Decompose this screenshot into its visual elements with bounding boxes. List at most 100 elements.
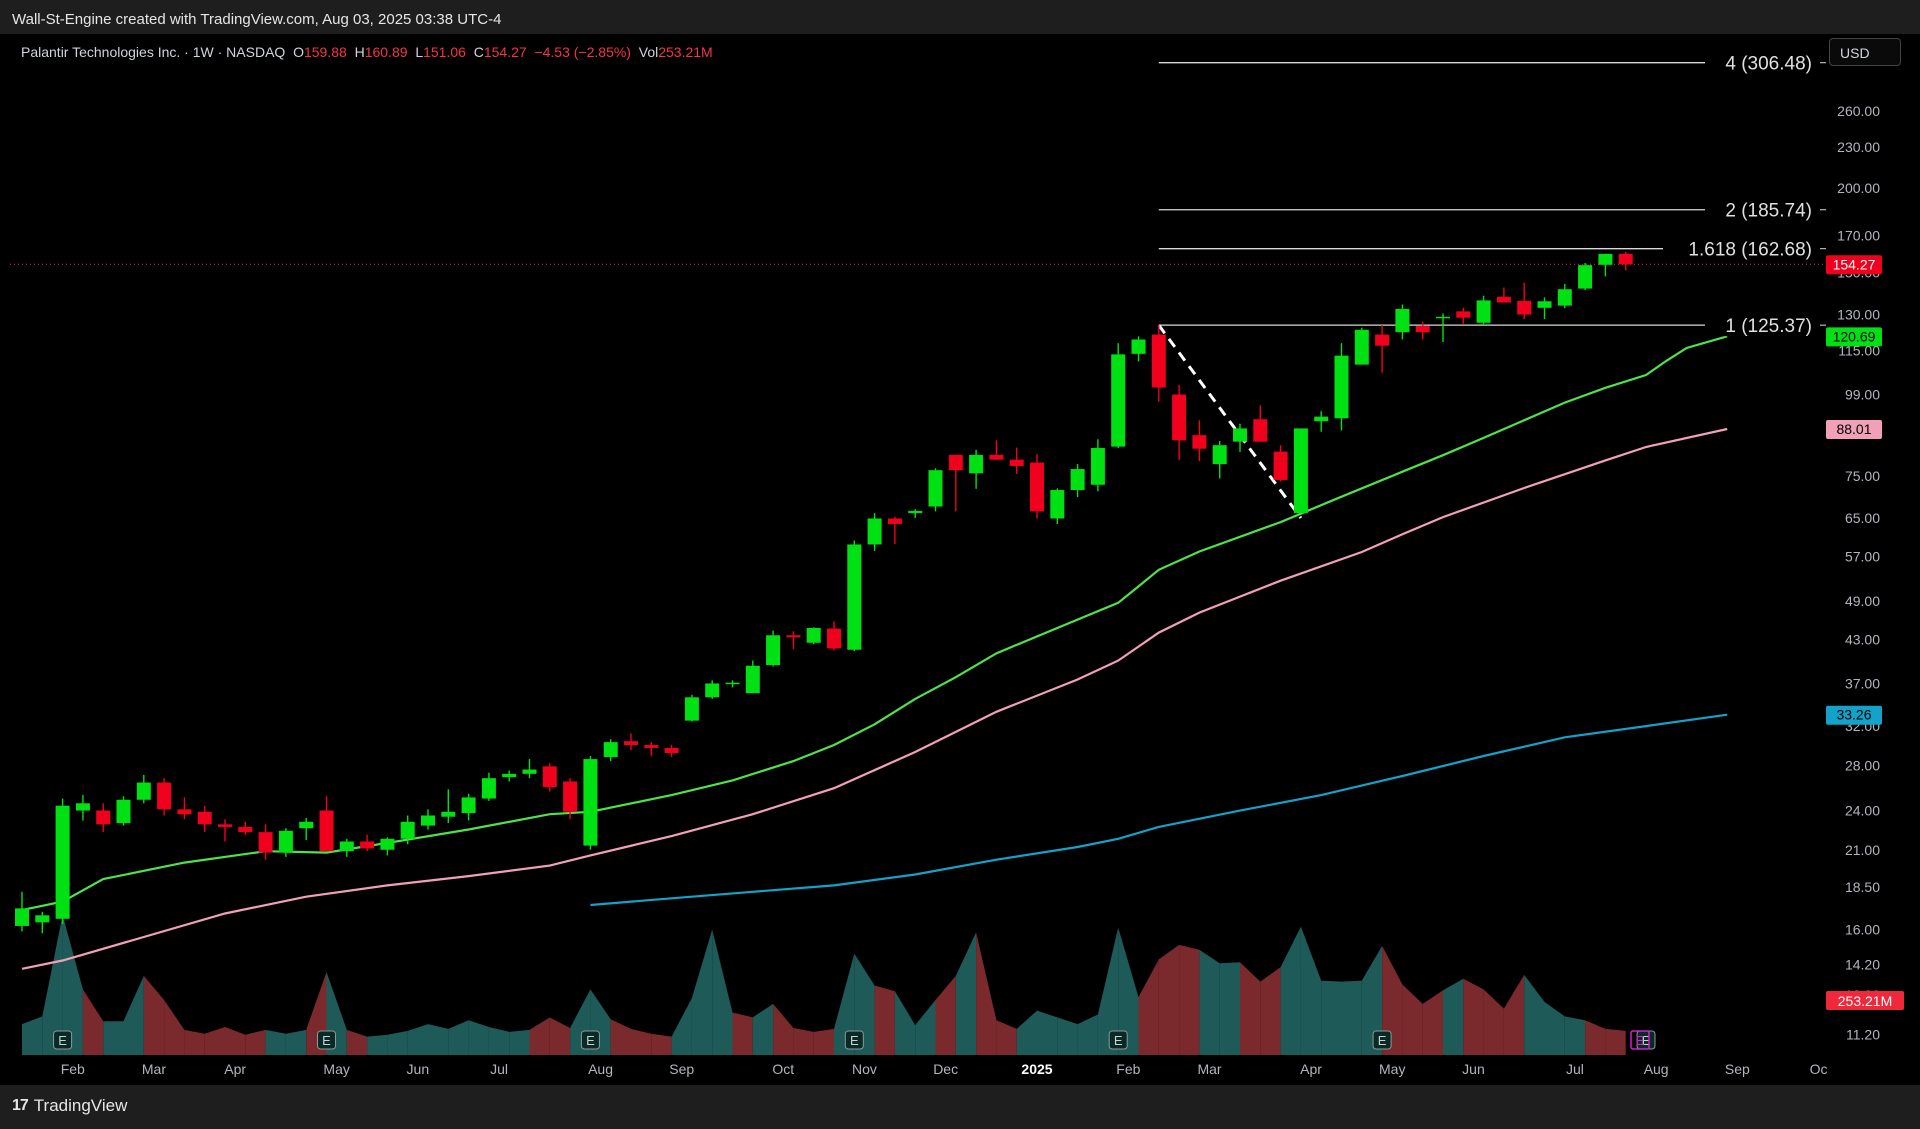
candle-body xyxy=(1172,394,1187,441)
close-value: 154.27 xyxy=(483,44,527,60)
last-price-tag-bg xyxy=(1826,255,1882,275)
ma-price-tag-label: 88.01 xyxy=(1836,421,1871,437)
candle-body xyxy=(1030,462,1044,512)
price-axis-tick: 49.00 xyxy=(1845,593,1880,609)
earnings-marker-upcoming: E xyxy=(1630,1030,1650,1050)
currency-selector[interactable]: USD xyxy=(1829,38,1901,66)
volume-bar xyxy=(265,1029,286,1055)
volume-bar xyxy=(123,975,144,1055)
time-axis-tick: May xyxy=(1379,1061,1405,1077)
change-value: −4.53 (−2.85%) xyxy=(534,44,631,60)
ma-price-tag-label: 120.69 xyxy=(1833,328,1876,344)
volume-bar xyxy=(712,929,733,1055)
volume-bar xyxy=(1585,1020,1606,1055)
open-label: O xyxy=(293,44,304,60)
earnings-icon xyxy=(53,1030,73,1050)
price-axis-tick: 260.00 xyxy=(1837,103,1880,119)
earnings-label: E xyxy=(1378,1033,1387,1048)
time-axis-tick: Oct xyxy=(772,1061,794,1077)
ma-price-tag-bg xyxy=(1826,327,1882,347)
candle-body xyxy=(786,635,801,638)
volume-bar xyxy=(1219,962,1240,1055)
candle-body xyxy=(481,778,496,799)
earnings-upcoming-icon xyxy=(1630,1030,1650,1050)
candle-body xyxy=(238,826,253,833)
price-axis-tick: 16.00 xyxy=(1845,922,1880,938)
candle-body xyxy=(969,454,984,474)
volume-bar xyxy=(1280,926,1301,1055)
volume-bar xyxy=(1097,927,1119,1055)
time-axis-tick: 2025 xyxy=(1021,1061,1052,1077)
volume-bar xyxy=(1300,926,1322,1055)
candle-body xyxy=(278,830,293,853)
ma-price-tag: 88.01 xyxy=(1826,420,1882,440)
time-axis-tick: Apr xyxy=(1300,1061,1322,1077)
earnings-icon xyxy=(317,1030,336,1050)
price-axis-tick: 57.00 xyxy=(1845,549,1880,565)
candle-body xyxy=(563,781,578,812)
price-axis-tick: 170.00 xyxy=(1837,228,1880,244)
candle-body xyxy=(35,915,50,923)
candle-body xyxy=(745,665,760,694)
candle-body xyxy=(1233,428,1247,442)
tradingview-brand[interactable]: 17 TradingView xyxy=(12,1096,127,1116)
volume-bar xyxy=(428,1024,449,1055)
volume-bar xyxy=(773,1003,794,1055)
chart-caption: Wall-St-Engine created with TradingView.… xyxy=(12,11,502,28)
fib-label-bg xyxy=(1663,235,1816,260)
volume-bar xyxy=(1544,1001,1565,1055)
earnings-marker: E xyxy=(580,1030,600,1050)
earnings-label: E xyxy=(1642,1033,1651,1048)
volume-bar xyxy=(1016,1010,1037,1055)
candle-body xyxy=(96,810,111,825)
earnings-label: E xyxy=(850,1033,859,1048)
volume-bar xyxy=(1605,1028,1626,1055)
time-axis-tick: Jul xyxy=(1566,1061,1584,1077)
candle-body xyxy=(806,627,821,643)
price-axis-tick: 75.00 xyxy=(1845,468,1880,484)
candle-body xyxy=(360,841,375,849)
volume-bar xyxy=(935,975,956,1055)
volume-bar xyxy=(955,932,977,1055)
volume-bar xyxy=(1503,974,1525,1055)
price-axis-tick: 65.00 xyxy=(1845,510,1880,526)
volume-bar xyxy=(996,1020,1017,1055)
volume-bar xyxy=(346,1029,368,1055)
candle-body xyxy=(1436,316,1450,319)
volume-bar xyxy=(1057,1017,1078,1055)
fib-label-bg xyxy=(1705,49,1816,74)
volume-bar xyxy=(813,1028,834,1055)
low-label: L xyxy=(415,44,424,60)
time-axis-tick: Jul xyxy=(490,1061,508,1077)
candle-body xyxy=(1375,334,1390,346)
candle-body xyxy=(1192,435,1207,449)
time-axis-tick: Oc xyxy=(1810,1061,1828,1077)
symbol-name: Palantir Technologies Inc. · 1W · NASDAQ xyxy=(21,44,286,60)
volume-bar xyxy=(1240,962,1261,1055)
moving-average-line xyxy=(21,335,1728,912)
candle-body xyxy=(1354,329,1369,365)
volume-bar xyxy=(143,975,165,1055)
candle-body xyxy=(1050,490,1065,519)
candle-body xyxy=(502,773,517,778)
candle-body xyxy=(1557,289,1572,306)
close-label: C xyxy=(473,44,484,60)
volume-bar xyxy=(610,1019,631,1055)
volume-bar xyxy=(1321,980,1342,1055)
ma-price-tag: 33.26 xyxy=(1826,705,1882,725)
volume-bar xyxy=(1077,1014,1098,1055)
ma-price-tag-bg xyxy=(1826,420,1882,440)
candle-body xyxy=(197,811,212,825)
volume-bar xyxy=(509,1029,530,1055)
fib-label-bg xyxy=(1705,196,1816,221)
volume-bar xyxy=(204,1027,225,1055)
volume-bar xyxy=(1158,944,1180,1055)
volume-bar xyxy=(1361,945,1383,1055)
candle-body xyxy=(989,454,1004,460)
candle-body xyxy=(827,628,841,649)
brand-name: TradingView xyxy=(33,1096,128,1115)
candle-body xyxy=(603,742,618,758)
candle-body xyxy=(644,745,659,748)
fib-level-label: 2 (185.74) xyxy=(1725,201,1812,222)
